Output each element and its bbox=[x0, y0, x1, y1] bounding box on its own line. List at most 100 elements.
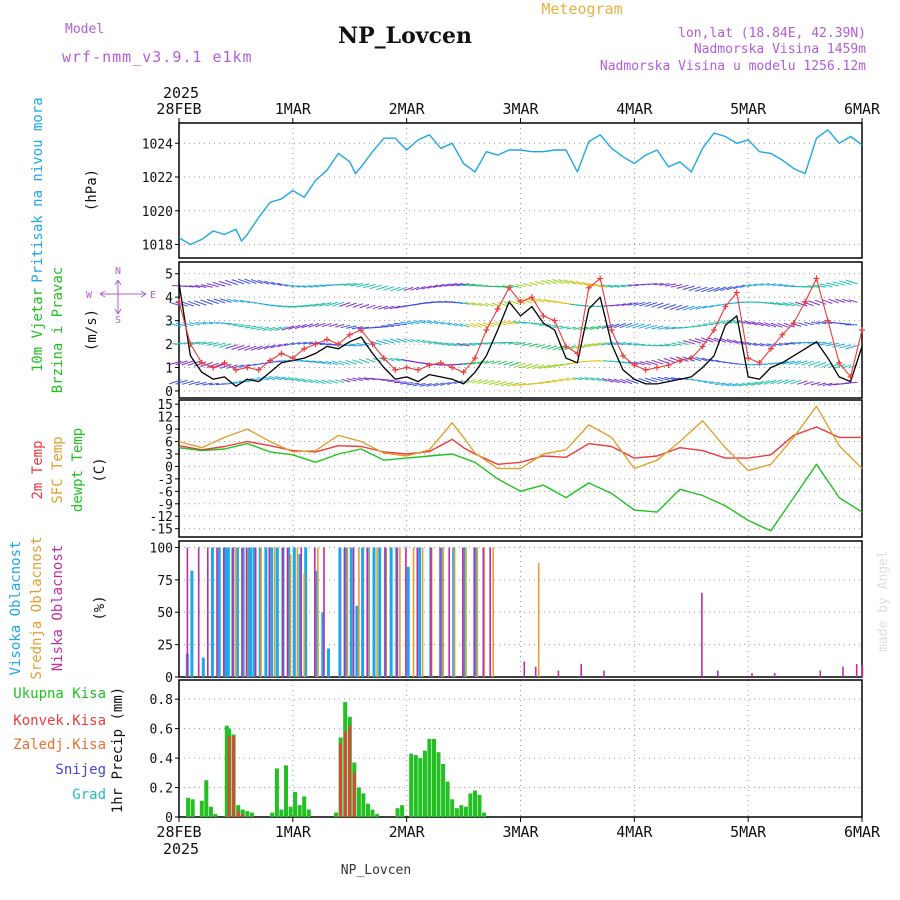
y-tick-label: 0.8 bbox=[150, 693, 173, 708]
total-precip-bar bbox=[240, 809, 245, 817]
wind-barb bbox=[541, 344, 551, 349]
high-cloud-bar bbox=[292, 547, 296, 677]
wind-barb bbox=[753, 342, 764, 347]
wind-barb bbox=[625, 378, 639, 384]
cloud-unit: (%) bbox=[92, 595, 108, 620]
wind-barb bbox=[307, 285, 320, 288]
gust-marker bbox=[517, 298, 524, 305]
wind-barb bbox=[416, 339, 426, 344]
wind-barb bbox=[250, 326, 263, 330]
wind-barb bbox=[848, 299, 858, 303]
wind-barb bbox=[782, 302, 795, 307]
x-tick-label-bottom: 5MAR bbox=[730, 823, 767, 841]
wind-barb bbox=[438, 283, 451, 288]
wind-barb bbox=[565, 377, 576, 381]
wind-barb bbox=[484, 360, 495, 365]
high-cloud-bar bbox=[355, 605, 359, 677]
gust-marker bbox=[187, 341, 194, 348]
low-cloud-bar bbox=[352, 547, 355, 677]
watermark: made by Angel bbox=[876, 550, 891, 652]
wind-barb bbox=[390, 286, 401, 292]
wind-barb bbox=[256, 326, 270, 331]
wind-barb bbox=[250, 345, 263, 351]
high-cloud-bar bbox=[321, 612, 325, 677]
wind-barb bbox=[772, 283, 783, 287]
mid-cloud-bar bbox=[399, 547, 401, 677]
wind-barb bbox=[218, 280, 232, 286]
wind-barb bbox=[376, 339, 389, 345]
wind-barb bbox=[540, 280, 551, 285]
total-precip-bar bbox=[370, 809, 375, 817]
x-tick-label-bottom: 28FEB bbox=[156, 823, 201, 841]
wind-barb bbox=[432, 283, 445, 288]
wind-barb bbox=[497, 301, 507, 307]
gust-marker bbox=[460, 369, 467, 376]
wind-barb bbox=[500, 321, 514, 325]
wind-barb bbox=[233, 364, 245, 369]
gust-marker bbox=[267, 357, 274, 364]
wind-barb bbox=[835, 298, 846, 303]
wind-barb bbox=[257, 345, 270, 351]
wind-barb bbox=[832, 281, 846, 286]
wind-barb bbox=[468, 342, 482, 346]
low-cloud-bar bbox=[819, 670, 822, 677]
wind-barb bbox=[462, 343, 476, 346]
wind-barb bbox=[595, 324, 608, 330]
wind-barb bbox=[302, 341, 313, 345]
model-label: Model bbox=[65, 22, 104, 37]
wind-barb bbox=[440, 321, 451, 326]
wind-barb bbox=[578, 326, 589, 331]
wind-barb bbox=[676, 341, 689, 345]
low-cloud-bar bbox=[286, 547, 289, 677]
wind-barb bbox=[584, 377, 595, 381]
wind-barb bbox=[676, 356, 689, 362]
wind-barb bbox=[483, 379, 495, 385]
total-precip-bar bbox=[450, 799, 455, 817]
wind-barb bbox=[695, 305, 708, 310]
gust-marker bbox=[426, 362, 433, 369]
low-cloud-bar bbox=[842, 666, 844, 677]
conv-precip-bar bbox=[227, 736, 231, 817]
y-tick-label: 2 bbox=[165, 338, 173, 353]
wind-barb bbox=[770, 379, 783, 385]
wind-barb bbox=[778, 284, 789, 287]
wind-barb bbox=[814, 299, 827, 305]
wind-barb bbox=[551, 379, 564, 382]
wind-barb bbox=[663, 357, 677, 364]
wind-barb bbox=[444, 342, 457, 347]
low-cloud-bar bbox=[405, 547, 407, 677]
wind-barb bbox=[645, 302, 658, 307]
wind-barb bbox=[622, 361, 633, 365]
wind-label-2: Brzina i Pravac bbox=[50, 267, 66, 393]
wind-barb bbox=[638, 378, 651, 384]
wind-barb bbox=[456, 283, 470, 287]
wind-barb bbox=[707, 337, 720, 343]
wind-barb bbox=[515, 342, 526, 346]
high-cloud-bar bbox=[361, 547, 365, 677]
wind-barb bbox=[821, 362, 833, 368]
wind-barb bbox=[225, 279, 238, 286]
conv-precip-bar bbox=[236, 811, 240, 817]
wind-barb bbox=[206, 342, 219, 346]
wind-barb bbox=[733, 339, 745, 345]
wind-barb bbox=[701, 286, 714, 293]
wind-barb bbox=[528, 343, 539, 347]
total-precip-bar bbox=[224, 725, 229, 817]
wind-barb bbox=[651, 359, 664, 365]
conv-precip-bar bbox=[343, 731, 347, 817]
wind-barb bbox=[459, 323, 470, 328]
wind-barb bbox=[526, 364, 539, 369]
wind-barb bbox=[343, 283, 357, 286]
mid-cloud-bar bbox=[273, 547, 276, 677]
wind-barb bbox=[389, 338, 401, 343]
precip-legend-item: Konvek.Kisa bbox=[13, 713, 106, 729]
wind-barb bbox=[410, 286, 420, 291]
wind-barb bbox=[169, 322, 182, 328]
wind-barb bbox=[447, 322, 457, 327]
wind-barb bbox=[827, 363, 839, 369]
wind-barb bbox=[200, 299, 213, 305]
mid-cloud-bar bbox=[346, 547, 349, 677]
wind-barb bbox=[801, 285, 814, 288]
wind-barb bbox=[627, 343, 639, 346]
wind-barb bbox=[257, 279, 270, 285]
